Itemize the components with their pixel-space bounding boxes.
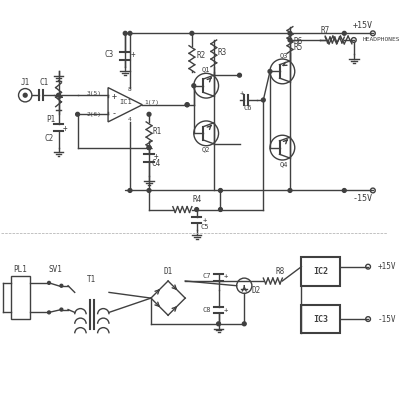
Text: +: +: [130, 50, 135, 59]
Circle shape: [147, 112, 151, 116]
Text: C4: C4: [151, 159, 160, 168]
Bar: [301, 257, 339, 286]
Circle shape: [47, 282, 51, 284]
Text: 8: 8: [128, 87, 132, 92]
Circle shape: [185, 103, 189, 107]
Circle shape: [123, 32, 127, 35]
Circle shape: [147, 146, 151, 150]
Text: IC2: IC2: [313, 267, 328, 276]
Text: +: +: [63, 124, 68, 133]
Circle shape: [60, 308, 63, 311]
Circle shape: [76, 112, 79, 116]
Circle shape: [238, 73, 241, 77]
Text: +15V: +15V: [353, 21, 373, 30]
Text: -15V: -15V: [353, 194, 373, 202]
Text: +: +: [224, 273, 228, 279]
Circle shape: [147, 146, 151, 150]
Circle shape: [60, 284, 63, 287]
Text: Q3: Q3: [280, 52, 288, 58]
Circle shape: [128, 32, 132, 35]
Text: C1: C1: [40, 78, 49, 87]
Circle shape: [23, 93, 27, 97]
Circle shape: [128, 188, 132, 192]
Text: R8: R8: [276, 267, 285, 276]
Text: C3: C3: [104, 50, 114, 59]
Circle shape: [342, 32, 346, 35]
Text: C7: C7: [203, 273, 211, 279]
Text: C2: C2: [45, 134, 53, 142]
Circle shape: [288, 32, 292, 35]
Text: SV1: SV1: [49, 265, 63, 274]
Circle shape: [190, 32, 194, 35]
Text: J1: J1: [21, 78, 30, 87]
Circle shape: [57, 93, 60, 97]
Circle shape: [242, 322, 246, 326]
Text: P1: P1: [46, 114, 55, 124]
Text: R6: R6: [294, 37, 303, 46]
Text: +: +: [153, 152, 158, 161]
Text: 2(6): 2(6): [86, 112, 101, 117]
Text: R2: R2: [197, 51, 206, 60]
Circle shape: [288, 38, 292, 42]
Bar: [301, 305, 339, 333]
Text: +15V: +15V: [377, 262, 396, 271]
Circle shape: [185, 103, 189, 107]
Circle shape: [195, 208, 198, 212]
Text: T1: T1: [87, 274, 96, 284]
Text: C8: C8: [203, 306, 211, 312]
Circle shape: [219, 188, 222, 192]
Text: +: +: [202, 217, 207, 223]
Text: IC1: IC1: [119, 99, 132, 105]
Text: R1: R1: [152, 127, 161, 136]
Circle shape: [219, 208, 222, 212]
Text: +: +: [224, 306, 228, 312]
Circle shape: [147, 188, 151, 192]
Bar: [11, 276, 30, 319]
Text: R5: R5: [294, 43, 303, 52]
Text: R7: R7: [321, 26, 330, 35]
Text: D2: D2: [251, 286, 260, 295]
Text: D1: D1: [164, 267, 173, 276]
Text: C5: C5: [200, 224, 209, 230]
Circle shape: [342, 188, 346, 192]
Circle shape: [268, 70, 272, 73]
Text: R3: R3: [218, 48, 227, 57]
Text: Q4: Q4: [280, 161, 288, 167]
Circle shape: [47, 311, 51, 314]
Text: C6: C6: [244, 105, 252, 111]
Text: -: -: [111, 109, 116, 118]
Text: 1(7): 1(7): [144, 100, 159, 105]
Circle shape: [217, 322, 220, 326]
Text: R4: R4: [192, 196, 201, 204]
Text: IC3: IC3: [313, 314, 328, 324]
Text: +: +: [239, 90, 243, 96]
Circle shape: [261, 98, 265, 102]
Text: 4: 4: [128, 118, 132, 122]
Circle shape: [288, 188, 292, 192]
Text: Q1: Q1: [202, 66, 211, 72]
Text: 3(5): 3(5): [86, 91, 101, 96]
Circle shape: [192, 84, 196, 88]
Text: HEADPHONES: HEADPHONES: [362, 38, 400, 42]
Text: PL1: PL1: [13, 265, 28, 274]
Text: Q2: Q2: [202, 146, 211, 152]
Text: +: +: [111, 92, 116, 101]
Text: -15V: -15V: [377, 314, 396, 324]
